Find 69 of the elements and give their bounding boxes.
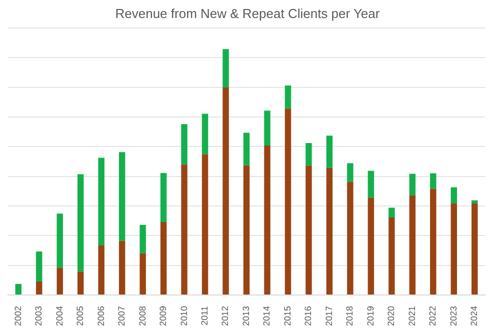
x-tick-label: 2018 (344, 306, 355, 326)
bar (140, 253, 146, 294)
bar (472, 200, 478, 204)
x-tick-label: 2008 (137, 306, 148, 326)
bar (222, 87, 229, 294)
bar (430, 173, 436, 189)
bar (450, 204, 457, 294)
bar (56, 214, 63, 268)
bar (450, 187, 457, 204)
bar (160, 222, 167, 294)
bar (222, 49, 229, 88)
bar (181, 124, 188, 165)
bar (388, 218, 395, 294)
bar (140, 224, 146, 254)
bar (409, 174, 416, 196)
bar (98, 245, 104, 294)
bar (284, 108, 292, 294)
bar (77, 272, 84, 294)
chart-title: Revenue from New & Repeat Clients per Year (114, 6, 381, 21)
bar (118, 240, 126, 294)
x-tick-label: 2015 (282, 306, 292, 326)
bar (430, 188, 436, 294)
bar (160, 173, 167, 222)
bar (368, 198, 374, 294)
x-tick-label: 2006 (96, 306, 106, 326)
bar (306, 143, 312, 166)
bar (202, 154, 208, 294)
x-tick-label: 2020 (386, 306, 396, 326)
bar (347, 163, 354, 182)
bar (118, 152, 126, 241)
x-tick-label: 2004 (54, 306, 64, 326)
bar (243, 132, 250, 166)
bar (264, 110, 270, 146)
bar (326, 168, 333, 294)
x-tick-label: 2021 (406, 306, 417, 326)
bar (15, 284, 22, 294)
x-tick-label: 2014 (262, 306, 272, 326)
bar (264, 146, 270, 294)
bar (306, 166, 312, 294)
x-tick-label: 2002 (12, 306, 23, 326)
x-tick-label: 2022 (428, 306, 438, 326)
x-tick-label: 2023 (448, 306, 458, 326)
bar (284, 86, 292, 109)
bar (36, 281, 42, 294)
x-tick-label: 2005 (75, 306, 86, 326)
bar (98, 158, 104, 246)
bar (243, 165, 250, 294)
bar (36, 251, 42, 282)
x-tick-label: 2011 (200, 306, 210, 326)
x-tick-label: 2024 (469, 306, 480, 326)
bar (181, 164, 188, 294)
bar (368, 170, 374, 198)
x-tick-label: 2017 (324, 306, 334, 326)
bar (472, 204, 478, 294)
x-tick-label: 2007 (116, 306, 127, 326)
bar (202, 114, 208, 154)
bar (409, 195, 416, 294)
bar (326, 136, 333, 168)
x-tick-label: 2010 (178, 306, 189, 326)
x-tick-label: 2013 (240, 306, 251, 326)
bar (388, 208, 395, 218)
x-tick-label: 2019 (365, 306, 376, 326)
bar (347, 182, 354, 294)
x-tick-label: 2003 (34, 306, 44, 326)
bar (77, 174, 84, 272)
x-tick-label: 2016 (303, 306, 314, 326)
bar (56, 268, 63, 294)
x-tick-label: 2009 (158, 306, 168, 326)
x-tick-label: 2012 (220, 306, 230, 326)
